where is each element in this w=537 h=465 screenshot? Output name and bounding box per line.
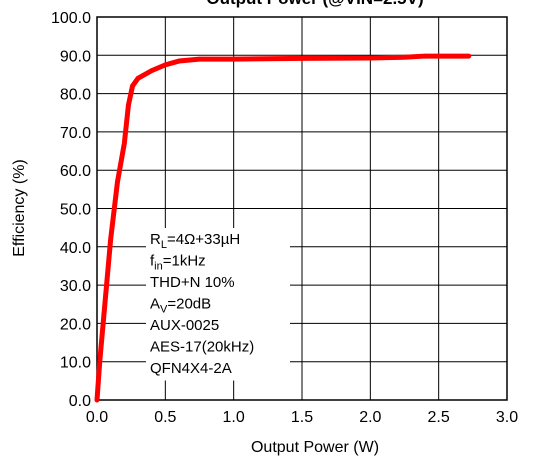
line-series: [94, 53, 472, 403]
y-tick-label: 100.0: [51, 10, 91, 27]
annotation: QFN4X4-2A: [150, 360, 232, 377]
y-tick-label: 90.0: [60, 48, 91, 65]
annotation-text: =20dB: [167, 296, 211, 313]
y-tick-label: 10.0: [60, 355, 91, 372]
annotation-text: =1kHz: [163, 253, 206, 270]
x-tick-label: 2.5: [428, 409, 450, 426]
annotation: AUX-0025: [150, 317, 219, 334]
annotation: AES-17(20kHz): [150, 339, 254, 356]
y-tick-label: 20.0: [60, 316, 91, 333]
plot-frame: [96, 16, 508, 401]
annotation-text: =4Ω+33µH: [167, 231, 240, 248]
y-tick-label: 0.0: [69, 393, 91, 410]
x-axis-label: Output Power (W): [251, 439, 379, 456]
y-tick-label: 70.0: [60, 125, 91, 142]
annotation-subscript: V: [160, 304, 168, 316]
x-tick-label: 0.5: [154, 409, 176, 426]
annotation-text: R: [150, 231, 161, 248]
y-tick-label: 50.0: [60, 202, 91, 219]
y-axis-label: Efficiency (%): [11, 159, 28, 257]
x-tick-label: 3.0: [496, 409, 518, 426]
annotation-background: [146, 228, 290, 381]
y-tick-label: 40.0: [60, 240, 91, 257]
x-tick-label: 2.0: [359, 409, 381, 426]
annotation-subscript: L: [161, 239, 167, 251]
annotation-text: f: [150, 253, 155, 270]
annotation-subscript: in: [154, 261, 163, 273]
y-tick-label: 80.0: [60, 87, 91, 104]
annotation: THD+N 10%: [150, 274, 235, 291]
chart-title: Output Power (@VIN=2.5V): [206, 0, 423, 8]
annotation-text: THD+N 10%: [150, 274, 235, 291]
annotation: fin=1kHz: [150, 253, 206, 273]
annotation-text: A: [150, 296, 160, 313]
y-tick-label: 30.0: [60, 278, 91, 295]
annotation-text: AES-17(20kHz): [150, 339, 254, 356]
x-tick-label: 0.0: [86, 409, 108, 426]
annotation: AV=20dB: [150, 296, 211, 316]
annotation-text: QFN4X4-2A: [150, 360, 232, 377]
x-tick-label: 1.0: [223, 409, 245, 426]
x-tick-label: 1.5: [291, 409, 313, 426]
annotation: RL=4Ω+33µH: [150, 231, 240, 251]
annotation-text: AUX-0025: [150, 317, 219, 334]
y-tick-label: 60.0: [60, 163, 91, 180]
